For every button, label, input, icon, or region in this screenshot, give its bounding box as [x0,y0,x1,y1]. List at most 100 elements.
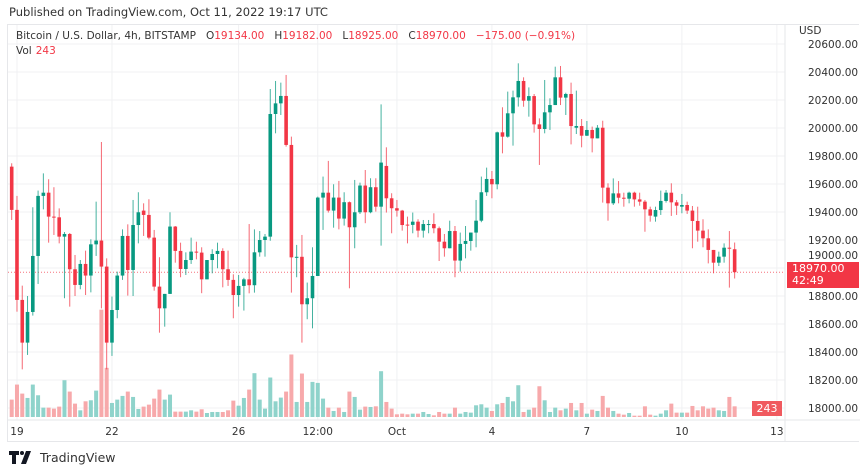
volume-bar [606,407,611,417]
candle-body [458,243,463,261]
volume-bar [51,408,56,417]
candle-body [405,224,410,226]
candle-body [653,210,658,217]
candle-body [205,260,209,280]
volume-bar [511,401,516,417]
candle-body [395,208,399,211]
time-tick-label: Oct [388,426,406,438]
volume-bar [342,411,347,417]
volume-bar [363,406,368,417]
volume-bar [99,309,104,417]
volume-bar [189,410,194,417]
candle-body [711,249,716,263]
volume-bar [458,413,463,417]
volume-bar [389,408,394,417]
volume-bar [616,413,621,417]
candle-body [226,269,230,280]
bar-countdown: 42:49 [792,274,824,287]
volume-bar [131,396,136,417]
volume-bar [526,409,531,417]
candle-body [384,165,389,199]
volume-bar [20,393,25,417]
time-tick-label: 12:00 [303,426,333,438]
candle-body [611,193,616,204]
price-tick-label: 19400.00 [808,207,858,219]
candle-body [521,80,526,101]
candle-body [606,187,610,204]
volume-bar [78,410,83,417]
candle-body [173,226,178,251]
candle-body [73,269,77,285]
candle-body [495,132,499,185]
volume-bar [669,403,674,417]
price-tick-label: 18600.00 [808,319,858,331]
candle-body [595,127,600,139]
volume-bar [590,409,595,417]
candle-body [569,93,573,127]
volume-bar [569,402,574,417]
volume-bar [310,381,315,417]
candle-body [358,185,362,213]
candle-body [268,114,273,237]
candle-body [62,233,67,237]
time-tick-label: 22 [105,426,118,438]
volume-bar [125,391,130,417]
candle-body [67,233,72,270]
volume-bar [442,413,447,417]
candle-body [685,205,689,211]
footer-logo[interactable]: TradingView [9,450,116,465]
time-tick-label: 7 [584,426,591,438]
volume-bar [695,410,700,417]
volume-bar [394,414,399,417]
volume-bar [226,410,231,417]
price-tick-label: 18200.00 [808,375,858,387]
candle-body [579,126,584,136]
candle-body [421,224,426,231]
volume-bar [194,411,199,417]
volume-bar [532,407,537,417]
volume-bar [574,410,579,417]
close-value: 18970.00 [415,30,466,42]
volume-bar [268,377,273,417]
candle-body [410,221,415,225]
volume-bar [284,391,289,417]
volume-bar [41,407,46,417]
volume-bar [706,408,711,417]
candle-body [125,235,130,270]
time-tick-label: 19 [10,426,23,438]
volume-bar [690,405,695,417]
volume-bar [447,413,452,417]
volume-bar [452,407,457,417]
volume-bar [162,399,167,417]
volume-bar [579,402,584,417]
volume-bar [141,406,146,417]
candle-body [727,247,732,249]
chart-frame [7,24,859,442]
volume-bar [94,390,99,417]
candle-body [52,216,56,218]
volume-bar [627,412,632,417]
change-value: −175.00 (−0.91%) [475,30,576,42]
candle-body [141,210,146,215]
volume-bar [25,397,30,417]
candle-body [342,202,346,219]
candle-body [315,197,320,276]
candle-body [664,192,668,201]
volume-bar [183,411,188,417]
volume-bar [210,411,215,417]
volume-bar [30,384,35,417]
volume-bar [157,389,162,417]
time-tick-label: 26 [232,426,246,438]
candle-body [732,249,737,273]
volume-bar [73,403,78,417]
candle-body [25,311,30,343]
volume-bars [9,309,737,417]
candle-body [247,279,251,286]
candle-body [706,238,711,250]
volume-bar [463,411,468,417]
volume-bar [711,407,716,417]
price-axis: 18000.00 18200.00 18400.00 18600.00 18800.00… [784,25,858,442]
volume-bar [120,395,125,417]
volume-bar [136,408,141,417]
